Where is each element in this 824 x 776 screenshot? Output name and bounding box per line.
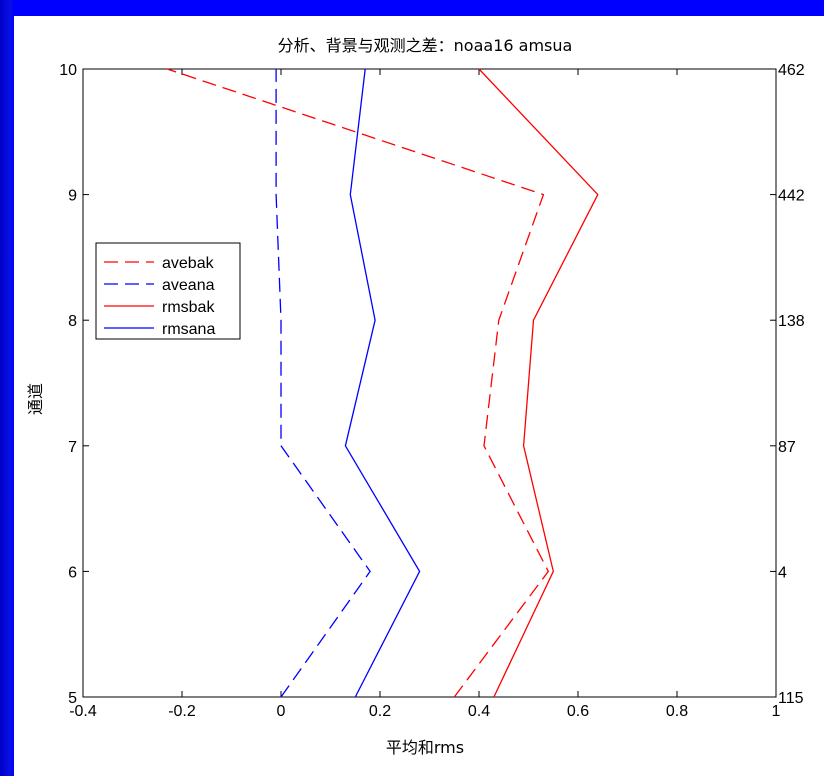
right-tick-label: 462 bbox=[778, 62, 805, 79]
x-tick-label: 0 bbox=[277, 703, 286, 720]
y-tick-label: 8 bbox=[68, 313, 77, 330]
series-layer bbox=[166, 68, 599, 698]
series-line-rmsana bbox=[344, 68, 421, 698]
y-tick-label: 5 bbox=[68, 690, 77, 707]
right-tick-label: 442 bbox=[778, 188, 805, 205]
x-axis: -0.4 -0.2 0 0.2 0.4 0.6 0.8 1 bbox=[69, 69, 781, 720]
series-line-rmsbak bbox=[478, 68, 599, 698]
y-tick-label: 6 bbox=[68, 564, 77, 581]
right-tick-label: 4 bbox=[778, 564, 787, 581]
x-tick-label: -0.4 bbox=[69, 703, 97, 720]
y-tick-label: 7 bbox=[68, 439, 77, 456]
x-tick-label: 0.8 bbox=[666, 703, 688, 720]
legend-label-aveana: aveana bbox=[162, 277, 215, 294]
y-tick-label: 9 bbox=[68, 188, 77, 205]
series-line-avebak bbox=[166, 68, 550, 698]
right-tick-label: 138 bbox=[778, 313, 805, 330]
legend: avebak aveana rmsbak rmsana bbox=[95, 242, 241, 340]
y-axis: 5 6 7 8 9 10 bbox=[59, 62, 89, 707]
x-axis-label: 平均和rms bbox=[386, 738, 464, 757]
series-line-aveana bbox=[275, 69, 371, 698]
x-tick-label: 0.2 bbox=[369, 703, 391, 720]
chart-figure: 分析、背景与观测之差：noaa16 amsua -0.4 -0.2 0 0.2 0.4 0… bbox=[14, 16, 824, 776]
legend-label-rmsbak: rmsbak bbox=[162, 299, 215, 316]
right-axis: 115 4 87 138 442 462 bbox=[770, 62, 805, 707]
chart-title: 分析、背景与观测之差：noaa16 amsua bbox=[278, 36, 573, 55]
plot-area bbox=[82, 68, 777, 698]
legend-label-rmsana: rmsana bbox=[162, 321, 215, 338]
y-tick-label: 10 bbox=[59, 62, 77, 79]
right-tick-label: 115 bbox=[778, 690, 804, 707]
legend-box bbox=[95, 242, 241, 340]
x-tick-label: 1 bbox=[772, 703, 781, 720]
legend-label-avebak: avebak bbox=[162, 255, 215, 272]
line-chart: 分析、背景与观测之差：noaa16 amsua -0.4 -0.2 0 0.2 0.4 0… bbox=[26, 36, 805, 757]
x-tick-label: 0.6 bbox=[567, 703, 589, 720]
x-tick-label: -0.2 bbox=[168, 703, 196, 720]
y-axis-label: 通道 bbox=[26, 383, 45, 415]
x-tick-label: 0.4 bbox=[468, 703, 490, 720]
right-tick-label: 87 bbox=[778, 439, 796, 456]
